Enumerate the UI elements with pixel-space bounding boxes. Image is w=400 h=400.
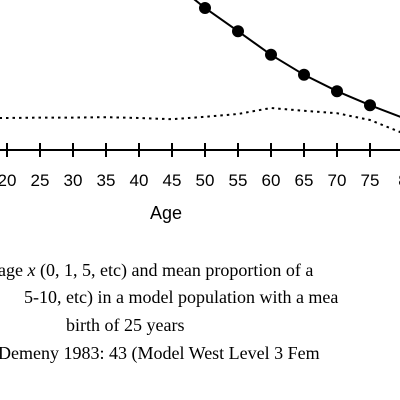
x-tick-label: 8 [398, 171, 400, 190]
caption-line-1-suffix: (0, 1, 5, etc) and mean proportion of a [35, 260, 314, 280]
series-dotted-line [0, 106, 400, 134]
x-tick-label: 60 [262, 171, 281, 190]
caption-line-3: birth of 25 years [66, 315, 185, 335]
data-point [331, 85, 343, 98]
x-tick-label: 30 [64, 171, 83, 190]
caption-line-2: 5-10, etc) in a model population with a … [24, 287, 339, 307]
x-tick-label: 20 [0, 171, 16, 190]
x-tick-label: 70 [328, 171, 347, 190]
caption-line-1-prefix: age [0, 260, 28, 280]
caption-line-1: age x (0, 1, 5, etc) and mean proportion… [0, 260, 398, 281]
x-ticks: 20 25 30 35 40 45 50 55 60 65 70 75 8 [0, 143, 400, 190]
x-tick-label: 75 [361, 171, 380, 190]
x-tick-label: 65 [295, 171, 314, 190]
x-tick-label: 45 [163, 171, 182, 190]
x-tick-label: 35 [97, 171, 116, 190]
x-tick-label: 40 [130, 171, 149, 190]
caption-variable-x: x [27, 260, 36, 280]
x-tick-label: 25 [31, 171, 50, 190]
series-solid-line [193, 0, 400, 118]
data-point [232, 25, 244, 38]
data-point [265, 48, 277, 61]
x-tick-label: 50 [196, 171, 215, 190]
x-axis-title: Age [150, 203, 183, 223]
series-group [0, 0, 400, 134]
caption-line-4: Demeny 1983: 43 (Model West Level 3 Fem [0, 343, 320, 363]
x-tick-label: 55 [229, 171, 248, 190]
data-point [364, 99, 376, 112]
data-point [199, 2, 211, 14]
data-point [298, 68, 310, 81]
